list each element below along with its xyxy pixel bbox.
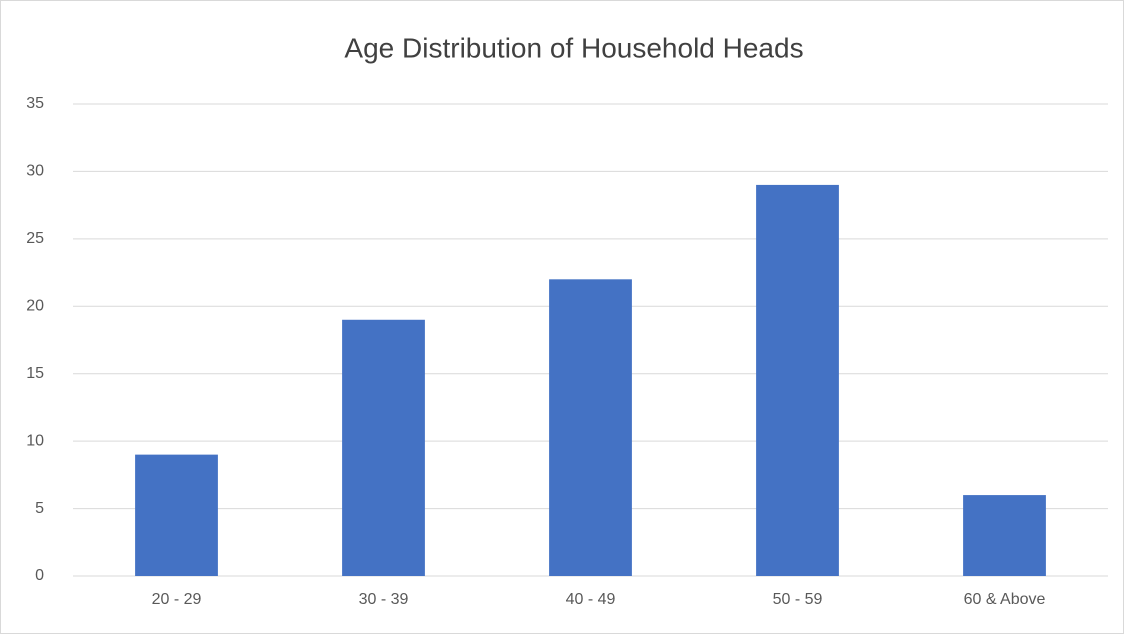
y-tick-label: 25 (26, 230, 44, 247)
y-tick-label: 5 (35, 500, 44, 517)
y-tick-label: 10 (26, 432, 44, 449)
y-tick-label: 35 (26, 95, 44, 112)
x-tick-label: 40 - 49 (566, 591, 616, 608)
bar (342, 319, 425, 576)
bar (963, 495, 1046, 576)
x-tick-label: 30 - 39 (359, 591, 409, 608)
y-tick-label: 30 (26, 163, 44, 180)
bar (135, 454, 218, 576)
bar (549, 279, 632, 576)
y-tick-label: 20 (26, 298, 44, 315)
bar (756, 184, 839, 576)
x-tick-label: 60 & Above (964, 591, 1046, 608)
chart-title: Age Distribution of Household Heads (344, 32, 803, 63)
y-tick-label: 0 (35, 567, 44, 584)
x-tick-label: 50 - 59 (773, 591, 823, 608)
x-tick-label: 20 - 29 (152, 591, 202, 608)
y-tick-label: 15 (26, 365, 44, 382)
